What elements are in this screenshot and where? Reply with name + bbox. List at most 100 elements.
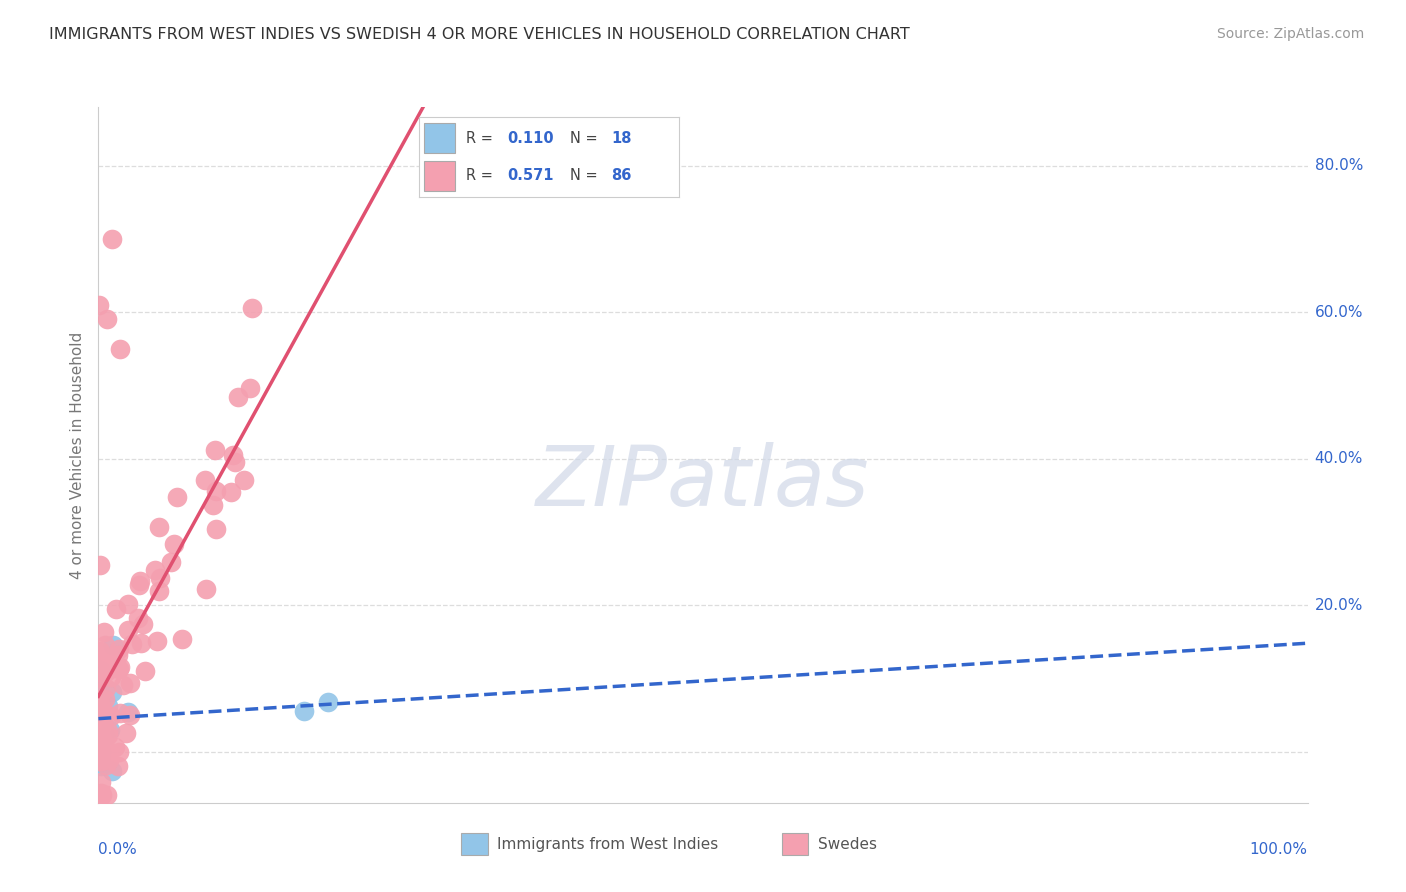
Point xyxy=(90,718,112,732)
Point xyxy=(87,752,110,766)
Point xyxy=(100,708,122,723)
Point xyxy=(146,633,169,648)
Point xyxy=(91,701,114,715)
Point xyxy=(96,681,118,695)
Point xyxy=(117,706,139,720)
Text: 20.0%: 20.0% xyxy=(1315,598,1362,613)
Point xyxy=(104,739,127,754)
Point xyxy=(89,752,111,766)
Point xyxy=(101,232,124,246)
Point xyxy=(205,483,228,498)
Point xyxy=(91,789,114,803)
Point xyxy=(121,636,143,650)
Point xyxy=(90,754,112,768)
Point xyxy=(108,342,131,356)
Point xyxy=(89,756,111,770)
Point xyxy=(89,722,111,736)
Point xyxy=(97,658,120,673)
Point xyxy=(131,617,153,632)
Point xyxy=(115,726,138,740)
Point xyxy=(226,391,249,405)
Point xyxy=(221,484,243,499)
Point xyxy=(97,723,120,738)
Point xyxy=(90,745,112,759)
Point xyxy=(202,499,225,513)
Point xyxy=(90,651,112,665)
Point xyxy=(148,583,170,598)
Point xyxy=(108,660,131,674)
Point xyxy=(89,679,111,693)
Point xyxy=(120,708,142,723)
Point xyxy=(94,758,117,772)
Point xyxy=(143,563,166,577)
Point xyxy=(134,664,156,678)
Text: IMMIGRANTS FROM WEST INDIES VS SWEDISH 4 OR MORE VEHICLES IN HOUSEHOLD CORRELATI: IMMIGRANTS FROM WEST INDIES VS SWEDISH 4… xyxy=(49,27,910,42)
Point xyxy=(117,597,139,611)
Text: Source: ZipAtlas.com: Source: ZipAtlas.com xyxy=(1216,27,1364,41)
Point xyxy=(128,578,150,592)
Point xyxy=(194,474,217,488)
Text: 80.0%: 80.0% xyxy=(1315,158,1362,173)
Point xyxy=(89,691,111,706)
Point xyxy=(107,648,129,662)
Y-axis label: 4 or more Vehicles in Household: 4 or more Vehicles in Household xyxy=(69,331,84,579)
Point xyxy=(90,759,112,773)
Point xyxy=(194,582,217,597)
Point xyxy=(166,490,188,504)
Point xyxy=(89,663,111,677)
Point xyxy=(101,685,124,699)
FancyBboxPatch shape xyxy=(782,833,808,855)
Point xyxy=(160,555,183,569)
Point xyxy=(292,704,315,718)
Point xyxy=(87,298,110,312)
Point xyxy=(97,698,120,713)
Text: 100.0%: 100.0% xyxy=(1250,842,1308,856)
Point xyxy=(93,624,115,639)
Point xyxy=(100,670,122,684)
Point xyxy=(89,558,111,572)
Point xyxy=(108,662,131,676)
Point xyxy=(96,655,118,669)
Point xyxy=(101,638,124,652)
Point xyxy=(96,789,118,803)
Point xyxy=(240,301,263,316)
Text: Swedes: Swedes xyxy=(818,837,877,852)
Point xyxy=(94,729,117,743)
Point xyxy=(222,448,245,462)
Point xyxy=(204,442,226,457)
Point xyxy=(93,638,115,652)
Point xyxy=(90,700,112,714)
Point xyxy=(239,381,262,395)
Point xyxy=(149,571,172,585)
Point xyxy=(97,743,120,757)
Point xyxy=(170,632,193,647)
Point xyxy=(93,752,115,766)
Point xyxy=(105,602,128,616)
Point xyxy=(162,537,184,551)
Point xyxy=(91,732,114,747)
Point xyxy=(90,775,112,789)
Text: 60.0%: 60.0% xyxy=(1315,304,1362,319)
Point xyxy=(90,733,112,747)
Text: ZIPatlas: ZIPatlas xyxy=(536,442,870,524)
Point xyxy=(127,611,149,625)
Point xyxy=(97,753,120,767)
Point xyxy=(89,671,111,685)
FancyBboxPatch shape xyxy=(461,833,488,855)
Point xyxy=(89,644,111,658)
Point xyxy=(96,312,118,326)
Point xyxy=(108,706,131,720)
Point xyxy=(117,623,139,637)
Point xyxy=(107,745,129,759)
Point xyxy=(98,723,121,737)
Text: 40.0%: 40.0% xyxy=(1315,451,1362,467)
Point xyxy=(94,692,117,706)
Point xyxy=(148,520,170,534)
Point xyxy=(90,700,112,714)
Point xyxy=(90,786,112,800)
Point xyxy=(112,678,135,692)
Point xyxy=(96,665,118,679)
Point xyxy=(97,727,120,741)
Point xyxy=(205,522,228,536)
Point xyxy=(91,740,114,755)
